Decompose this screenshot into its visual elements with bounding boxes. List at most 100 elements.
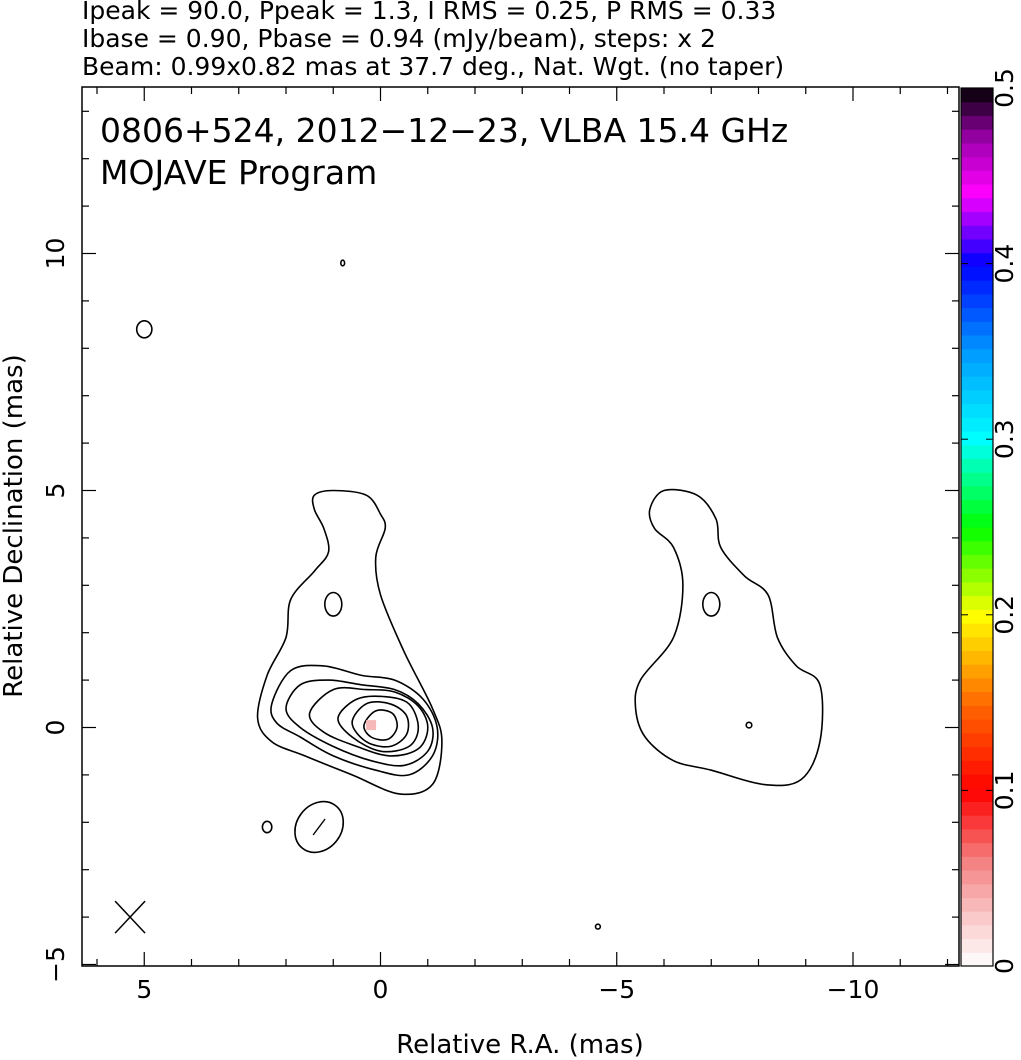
colorbar-segment: [961, 719, 993, 734]
contour-component: [340, 259, 346, 267]
colorbar-segment: [961, 280, 993, 295]
colorbar-segment: [961, 225, 993, 240]
colorbar-segment: [961, 595, 993, 610]
colorbar-frame: [960, 87, 994, 967]
colorbar-segment: [961, 156, 993, 171]
colorbar-segment: [961, 568, 993, 583]
colorbar-segment: [961, 266, 993, 281]
colorbar-segment: [961, 691, 993, 706]
colorbar-segment: [961, 801, 993, 816]
colorbar-segment: [961, 856, 993, 871]
y-tick-label: 10: [41, 238, 70, 270]
header-line-3: Beam: 0.99x0.82 mas at 37.7 deg., Nat. W…: [82, 52, 784, 81]
y-tick-label: 0: [41, 720, 70, 736]
contour-core-l7: [363, 709, 398, 741]
beam-ellipse-axis: [312, 818, 326, 836]
contour-layer: [114, 259, 824, 934]
colorbar-segment: [961, 417, 993, 432]
x-tick-label: −5: [598, 975, 635, 1004]
x-tick-label: −10: [827, 975, 880, 1004]
colorbar-segment: [961, 609, 993, 624]
plot-title-line-1: 0806+524, 2012−12−23, VLBA 15.4 GHz: [100, 111, 788, 150]
colorbar-segment: [961, 952, 993, 967]
contour-component: [261, 820, 273, 834]
polarization-pixel: [366, 720, 377, 731]
contour-component: [745, 721, 753, 729]
colorbar-segment: [961, 815, 993, 830]
colorbar-segment: [961, 170, 993, 185]
colorbar-segment: [961, 376, 993, 391]
colorbar-segment: [961, 636, 993, 652]
colorbar-segment: [961, 664, 993, 679]
colorbar-segment: [961, 403, 993, 418]
colorbar-segment: [961, 705, 993, 720]
colorbar-segment: [961, 677, 993, 693]
colorbar-segment: [961, 184, 993, 199]
colorbar-tick-label: 0.5: [990, 68, 1019, 108]
colorbar-segment: [961, 101, 993, 116]
colorbar-segment: [961, 540, 993, 555]
colorbar-segment: [961, 650, 993, 665]
colorbar-segment: [961, 773, 993, 789]
colorbar-segment: [961, 513, 993, 528]
colorbar-tick-label: 0.4: [990, 244, 1019, 284]
plot-frame: [81, 86, 960, 967]
colorbar-segment: [961, 389, 993, 405]
colorbar-segment: [961, 870, 993, 885]
beam-ellipse: [294, 800, 345, 854]
contour-component: [135, 319, 153, 339]
colorbar-segment: [961, 746, 993, 761]
y-tick-label: 5: [41, 483, 70, 499]
contour-core-l3: [285, 679, 434, 767]
colorbar-segment: [961, 828, 993, 844]
colorbar-segment: [961, 499, 993, 514]
x-axis-label: Relative R.A. (mas): [396, 1030, 643, 1060]
contour-core-l5: [337, 695, 420, 753]
colorbar-segment: [961, 485, 993, 501]
colorbar-segment: [961, 252, 993, 267]
colorbar-segment: [961, 444, 993, 459]
contour-core-l2: [270, 664, 439, 777]
contour-pol-jet: [634, 488, 824, 787]
colorbar-segment: [961, 883, 993, 898]
colorbar-segment: [961, 88, 993, 103]
contour-core-l6: [351, 701, 410, 748]
y-axis-label: Relative Declination (mas): [0, 354, 29, 697]
colorbar-segment: [961, 623, 993, 638]
colorbar-segment: [961, 554, 993, 569]
colorbar-segment: [961, 924, 993, 940]
colorbar-segment: [961, 842, 993, 857]
colorbar-segment: [961, 431, 993, 446]
contour-core-l4: [308, 686, 429, 757]
colorbar-segment: [961, 458, 993, 473]
colorbar-segment: [961, 760, 993, 775]
colorbar-tick-label: 0.2: [990, 595, 1019, 635]
contour-component: [701, 591, 721, 617]
colorbar-segment: [961, 129, 993, 144]
colorbar-segment: [961, 197, 993, 213]
colorbar-segment: [961, 307, 993, 322]
y-tick-label: −5: [41, 946, 70, 983]
plot-title-line-2: MOJAVE Program: [100, 153, 377, 192]
colorbar-segment: [961, 238, 993, 254]
colorbar-segment: [961, 293, 993, 309]
colorbar-segment: [961, 348, 993, 363]
colorbar: 0 0.1 0.2 0.3 0.4 0.5: [960, 68, 1019, 974]
contour-core-jet: [256, 489, 443, 796]
colorbar-segment: [961, 472, 993, 487]
colorbar-segment: [961, 142, 993, 158]
colorbar-segment: [961, 732, 993, 748]
contour-component: [594, 923, 602, 930]
header-line-1: Ipeak = 90.0, Ppeak = 1.3, I RMS = 0.25,…: [82, 0, 776, 25]
colorbar-segment: [961, 321, 993, 336]
beam-marker: [114, 900, 146, 934]
colorbar-segment: [961, 527, 993, 542]
colorbar-segment: [961, 581, 993, 597]
colorbar-segment: [961, 211, 993, 226]
x-tick-label: 0: [373, 975, 389, 1004]
axis-ticks: 5 0 −5 −10 −5 0 5 10: [41, 87, 959, 1004]
colorbar-segment: [961, 897, 993, 912]
colorbar-segment: [961, 362, 993, 377]
colorbar-segment: [961, 334, 993, 350]
